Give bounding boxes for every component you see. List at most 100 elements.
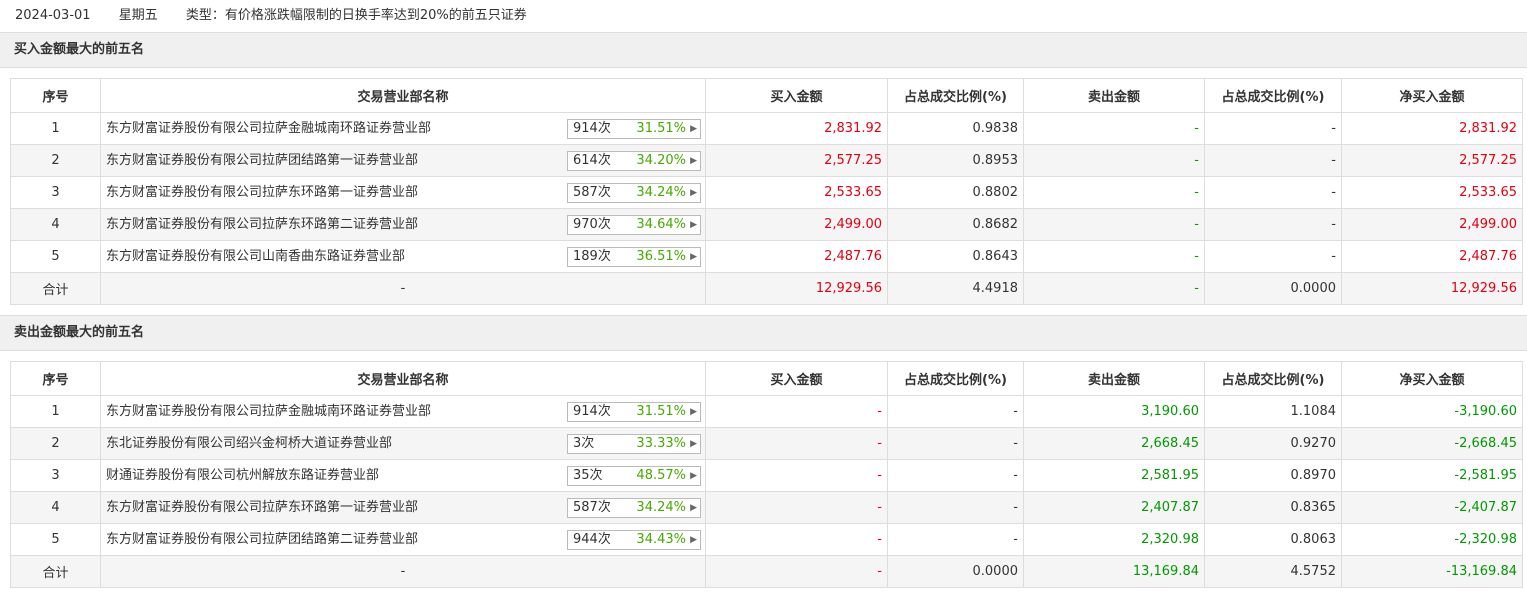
buy-ratio: - xyxy=(887,523,1024,556)
sell-ratio: 0.8970 xyxy=(1204,459,1342,492)
branch-stat-button[interactable]: 3次 33.33% ▶ xyxy=(567,434,701,454)
branch-stat-button[interactable]: 914次 31.51% ▶ xyxy=(567,402,701,422)
col-header-branch: 交易营业部名称 xyxy=(100,361,706,396)
sell-ratio: - xyxy=(1204,144,1342,177)
caret-right-icon: ▶ xyxy=(690,188,697,198)
caret-right-icon: ▶ xyxy=(690,407,697,417)
sell-ratio: 0.8063 xyxy=(1204,523,1342,556)
row-index: 2 xyxy=(10,427,101,460)
buy-section-title: 买入金额最大的前五名 xyxy=(0,32,1527,68)
sell-amount: 2,320.98 xyxy=(1023,523,1205,556)
table-row: 3 财通证券股份有限公司杭州解放东路证券营业部 35次 48.57% ▶ - -2,581.… xyxy=(10,459,1523,492)
col-header-sell-ratio: 占总成交比例(%) xyxy=(1204,78,1342,113)
sell-ratio: 1.1084 xyxy=(1204,395,1342,428)
caret-right-icon: ▶ xyxy=(690,439,697,449)
branch-trade-count: 587次 xyxy=(573,185,611,200)
branch-name: 东方财富证券股份有限公司拉萨东环路第一证券营业部 xyxy=(106,500,419,515)
sell-ratio: 0.9270 xyxy=(1204,427,1342,460)
total-net-buy: 12,929.56 xyxy=(1341,272,1523,305)
row-index: 5 xyxy=(10,523,101,556)
branch-stat-button[interactable]: 614次 34.20% ▶ xyxy=(567,151,701,171)
sell-ratio: - xyxy=(1204,112,1342,145)
sell-ratio: - xyxy=(1204,176,1342,209)
col-header-buy-amount: 买入金额 xyxy=(705,78,888,113)
table-row: 1 东方财富证券股份有限公司拉萨金融城南环路证券营业部 914次 31.51% ▶ 2,8… xyxy=(10,112,1523,145)
col-header-sell-amount: 卖出金额 xyxy=(1023,78,1205,113)
sell-amount: 2,581.95 xyxy=(1023,459,1205,492)
branch-name: 东方财富证券股份有限公司拉萨团结路第一证券营业部 xyxy=(106,153,419,168)
net-buy-amount: 2,499.00 xyxy=(1341,208,1523,241)
branch-cell: 东方财富证券股份有限公司拉萨金融城南环路证券营业部 914次 31.51% ▶ xyxy=(100,395,706,428)
col-header-sell-amount: 卖出金额 xyxy=(1023,361,1205,396)
table-row: 3 东方财富证券股份有限公司拉萨东环路第一证券营业部 587次 34.24% ▶ 2,53… xyxy=(10,176,1523,209)
branch-trade-count: 3次 xyxy=(573,436,595,451)
branch-stat-button[interactable]: 944次 34.43% ▶ xyxy=(567,530,701,550)
branch-stat-button[interactable]: 587次 34.24% ▶ xyxy=(567,498,701,518)
branch-win-rate: 31.51% xyxy=(636,121,686,136)
row-index: 3 xyxy=(10,176,101,209)
branch-cell: 财通证券股份有限公司杭州解放东路证券营业部 35次 48.57% ▶ xyxy=(100,459,706,492)
sell-amount: - xyxy=(1023,144,1205,177)
col-header-sell-ratio: 占总成交比例(%) xyxy=(1204,361,1342,396)
net-buy-amount: -2,668.45 xyxy=(1341,427,1523,460)
caret-right-icon: ▶ xyxy=(690,252,697,262)
buy-ratio: - xyxy=(887,395,1024,428)
caret-right-icon: ▶ xyxy=(690,220,697,230)
buy-amount: 2,487.76 xyxy=(705,240,888,273)
caret-right-icon: ▶ xyxy=(690,471,697,481)
table-header-row: 序号 交易营业部名称 买入金额 占总成交比例(%) 卖出金额 占总成交比例(%)… xyxy=(10,361,1523,396)
sell-ratio: 0.8365 xyxy=(1204,491,1342,524)
sell-section-title: 卖出金额最大的前五名 xyxy=(0,315,1527,351)
branch-name: 东方财富证券股份有限公司拉萨东环路第一证券营业部 xyxy=(106,185,419,200)
row-index: 2 xyxy=(10,144,101,177)
buy-top5-table: 序号 交易营业部名称 买入金额 占总成交比例(%) 卖出金额 占总成交比例(%)… xyxy=(10,78,1523,305)
branch-cell: 东方财富证券股份有限公司拉萨金融城南环路证券营业部 914次 31.51% ▶ xyxy=(100,112,706,145)
total-label: 合计 xyxy=(10,272,101,305)
buy-ratio: - xyxy=(887,459,1024,492)
branch-stat-button[interactable]: 970次 34.64% ▶ xyxy=(567,215,701,235)
table-header-row: 序号 交易营业部名称 买入金额 占总成交比例(%) 卖出金额 占总成交比例(%)… xyxy=(10,78,1523,113)
buy-amount: - xyxy=(705,395,888,428)
total-buy-ratio: 0.0000 xyxy=(887,555,1024,588)
buy-ratio: - xyxy=(887,491,1024,524)
row-index: 4 xyxy=(10,208,101,241)
total-sell-amount: 13,169.84 xyxy=(1023,555,1205,588)
branch-cell: 东方财富证券股份有限公司拉萨东环路第一证券营业部 587次 34.24% ▶ xyxy=(100,176,706,209)
branch-trade-count: 614次 xyxy=(573,153,611,168)
col-header-buy-ratio: 占总成交比例(%) xyxy=(887,361,1024,396)
net-buy-amount: 2,831.92 xyxy=(1341,112,1523,145)
branch-stat-button[interactable]: 35次 48.57% ▶ xyxy=(567,466,701,486)
branch-stat-button[interactable]: 914次 31.51% ▶ xyxy=(567,119,701,139)
total-buy-ratio: 4.4918 xyxy=(887,272,1024,305)
buy-amount: - xyxy=(705,523,888,556)
sell-amount: - xyxy=(1023,176,1205,209)
branch-trade-count: 587次 xyxy=(573,500,611,515)
branch-win-rate: 34.24% xyxy=(636,185,686,200)
net-buy-amount: -2,320.98 xyxy=(1341,523,1523,556)
branch-trade-count: 944次 xyxy=(573,532,611,547)
branch-name: 东方财富证券股份有限公司拉萨东环路第二证券营业部 xyxy=(106,217,419,232)
net-buy-amount: -2,581.95 xyxy=(1341,459,1523,492)
branch-win-rate: 34.24% xyxy=(636,500,686,515)
table-row: 4 东方财富证券股份有限公司拉萨东环路第一证券营业部 587次 34.24% ▶ - -2,… xyxy=(10,491,1523,524)
branch-win-rate: 48.57% xyxy=(636,468,686,483)
net-buy-amount: -3,190.60 xyxy=(1341,395,1523,428)
buy-amount: 2,499.00 xyxy=(705,208,888,241)
total-label: 合计 xyxy=(10,555,101,588)
table-row: 1 东方财富证券股份有限公司拉萨金融城南环路证券营业部 914次 31.51% ▶ - -3… xyxy=(10,395,1523,428)
branch-stat-button[interactable]: 189次 36.51% ▶ xyxy=(567,247,701,267)
buy-ratio: 0.8953 xyxy=(887,144,1024,177)
net-buy-amount: 2,533.65 xyxy=(1341,176,1523,209)
branch-win-rate: 36.51% xyxy=(636,249,686,264)
branch-cell: 东方财富证券股份有限公司拉萨东环路第二证券营业部 970次 34.64% ▶ xyxy=(100,208,706,241)
table-row: 5 东方财富证券股份有限公司拉萨团结路第二证券营业部 944次 34.43% ▶ - -2,… xyxy=(10,523,1523,556)
branch-name: 东北证券股份有限公司绍兴金柯桥大道证券营业部 xyxy=(106,436,393,451)
buy-ratio: - xyxy=(887,427,1024,460)
branch-trade-count: 914次 xyxy=(573,121,611,136)
total-sell-ratio: 0.0000 xyxy=(1204,272,1342,305)
buy-ratio: 0.9838 xyxy=(887,112,1024,145)
branch-cell: 东方财富证券股份有限公司拉萨团结路第一证券营业部 614次 34.20% ▶ xyxy=(100,144,706,177)
col-header-index: 序号 xyxy=(10,361,101,396)
branch-stat-button[interactable]: 587次 34.24% ▶ xyxy=(567,183,701,203)
total-sell-ratio: 4.5752 xyxy=(1204,555,1342,588)
